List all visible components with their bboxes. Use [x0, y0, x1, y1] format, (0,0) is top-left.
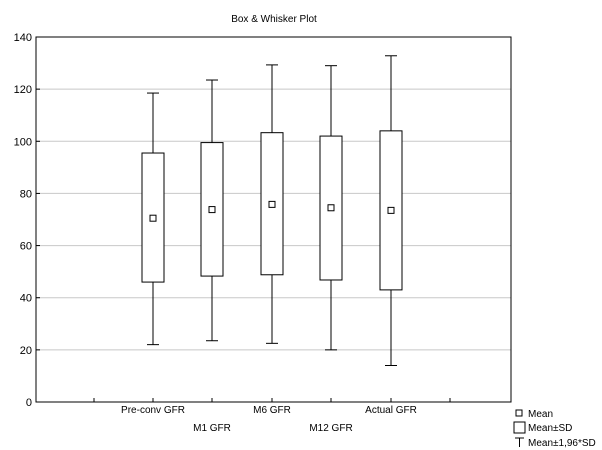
x-tick-label-pre-conv-gfr: Pre-conv GFR: [121, 405, 185, 416]
y-tick-label-20: 20: [20, 345, 32, 357]
legend-whisker-label: Mean±1,96*SD: [528, 438, 596, 449]
x-axis: Pre-conv GFR M1 GFR M6 GFR M12 GFR Actual GF…: [93, 398, 451, 434]
plot-area-frame: [35, 36, 512, 403]
legend-sd-label: Mean±SD: [528, 423, 572, 434]
mean-marker-m6-gfr: [268, 200, 276, 208]
y-tick-label-140: 140: [14, 32, 32, 44]
y-tick-label-120: 120: [14, 84, 32, 96]
y-axis: 0 20 40 60 80 100 120 140: [14, 32, 40, 409]
y-tick-label-100: 100: [14, 136, 32, 148]
x-tick-label-actual-gfr: Actual GFR: [365, 405, 417, 416]
legend: Mean Mean±SD Mean±1,96*SD: [513, 409, 596, 449]
chart-title: Box & Whisker Plot: [231, 14, 317, 25]
y-tick-label-0: 0: [26, 397, 32, 409]
y-tick-label-40: 40: [20, 293, 32, 305]
y-tick-label-60: 60: [20, 241, 32, 253]
boxes-layer: [141, 55, 403, 366]
legend-mean-label: Mean: [528, 409, 553, 420]
y-tick-label-80: 80: [20, 188, 32, 200]
x-tick-label-m1-gfr: M1 GFR: [193, 423, 231, 434]
mean-marker-pre-conv-gfr: [149, 214, 157, 222]
x-tick-label-m6-gfr: M6 GFR: [253, 405, 291, 416]
mean-marker-m1-gfr: [208, 206, 216, 214]
mean-marker-actual-gfr: [387, 206, 395, 214]
legend-mean-icon: [515, 409, 523, 417]
mean-marker-m12-gfr: [327, 204, 335, 212]
legend-sd-icon: [513, 421, 526, 434]
x-tick-label-m12-gfr: M12 GFR: [309, 423, 352, 434]
